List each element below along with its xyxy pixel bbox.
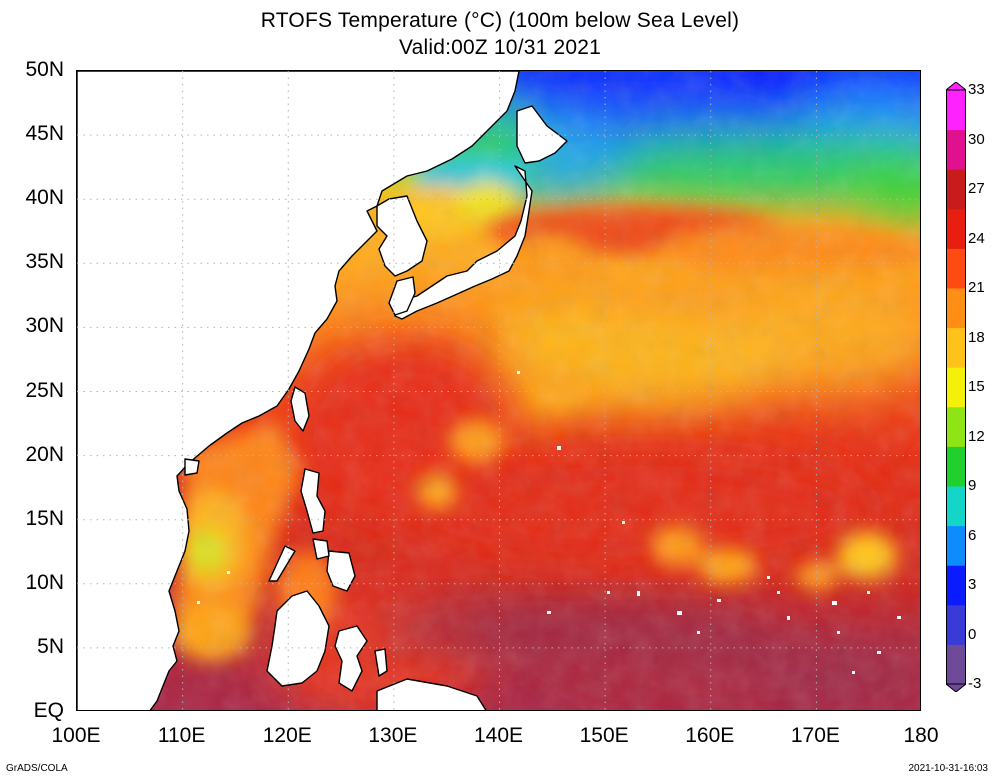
colorbar-segment [946,525,966,566]
luzon [300,468,326,534]
map-valid-time: Valid:00Z 10/31 2021 [398,36,602,59]
lon-label: 130E [368,724,418,747]
lat-label: 20N [25,442,64,466]
taiwan [290,386,310,432]
colorbar-segment [946,129,966,170]
visayas [312,538,330,560]
colorbar-segment [946,406,966,447]
colorbar-segment [946,604,966,645]
colorbar-tick-label: 9 [968,477,977,494]
map-canvas [77,71,920,710]
colorbar [946,82,966,692]
colorbar-segment [946,90,966,131]
lon-label: 170E [790,724,840,747]
temperature-map [76,70,921,711]
map-title: RTOFS Temperature (°C) (100m below Sea L… [260,9,740,32]
lat-label: 15N [25,506,64,530]
lon-label: 120E [262,724,312,747]
colorbar-tick-label: 0 [968,625,977,643]
land [77,71,568,710]
new-guinea [376,678,487,710]
footer-credit: GrADS/COLA [6,763,68,774]
colorbar-segment [946,288,966,329]
colorbar-segment [946,565,966,606]
colorbar-segment [946,367,966,408]
colorbar-tick-label: 30 [968,130,985,148]
colorbar-segment [946,208,966,249]
colorbar-segment [946,644,966,685]
korea [376,195,428,277]
halmahera [374,648,388,677]
colorbar-tick-label: 15 [968,378,985,395]
lon-label: 140E [473,724,524,747]
lat-label: 40N [25,186,64,210]
palawan [268,545,296,582]
lon-label: 110E [157,724,206,747]
lon-label: 100E [51,724,101,747]
lat-label: EQ [33,699,64,722]
colorbar-tick-label: 24 [968,229,985,247]
lat-label: 25N [25,378,64,402]
mindanao [326,550,356,592]
borneo [266,590,330,687]
lat-label: 5N [37,634,64,658]
colorbar-tick-label: 6 [968,526,977,544]
hainan [184,458,200,476]
kyushu [388,276,416,316]
colorbar-segment [946,248,966,289]
colorbar-tick-label: 12 [968,427,985,445]
colorbar-frame [946,89,966,685]
colorbar-segment [946,169,966,210]
colorbar-tick-label: 18 [968,328,985,346]
colorbar-segment [946,486,966,527]
lon-label: 150E [579,724,629,747]
colorbar-tick-label: 21 [968,279,985,296]
lon-label: 180 [903,724,939,747]
colorbar-tick-label: 33 [968,81,985,98]
colorbar-tick-label: 27 [968,180,985,197]
lat-label: 10N [25,570,64,594]
lat-label: 35N [25,250,64,274]
missing-data-speckles [197,371,901,674]
gridlines [77,71,920,710]
colorbar-segment [946,446,966,487]
colorbar-min-arrow [946,683,966,692]
sulawesi [334,625,368,692]
colorbar-tick-label: 3 [968,576,977,593]
lon-label: 160E [685,724,735,747]
colorbar-tick-label: -3 [968,675,982,692]
lat-label: 30N [25,314,64,338]
lat-label: 50N [25,58,64,81]
asia-mainland [77,71,520,710]
footer-timestamp: 2021-10-31-16:03 [908,763,988,774]
lat-label: 45N [25,122,64,146]
colorbar-segment [946,327,966,368]
colorbar-max-arrow [946,82,966,91]
hokkaido [516,105,568,164]
